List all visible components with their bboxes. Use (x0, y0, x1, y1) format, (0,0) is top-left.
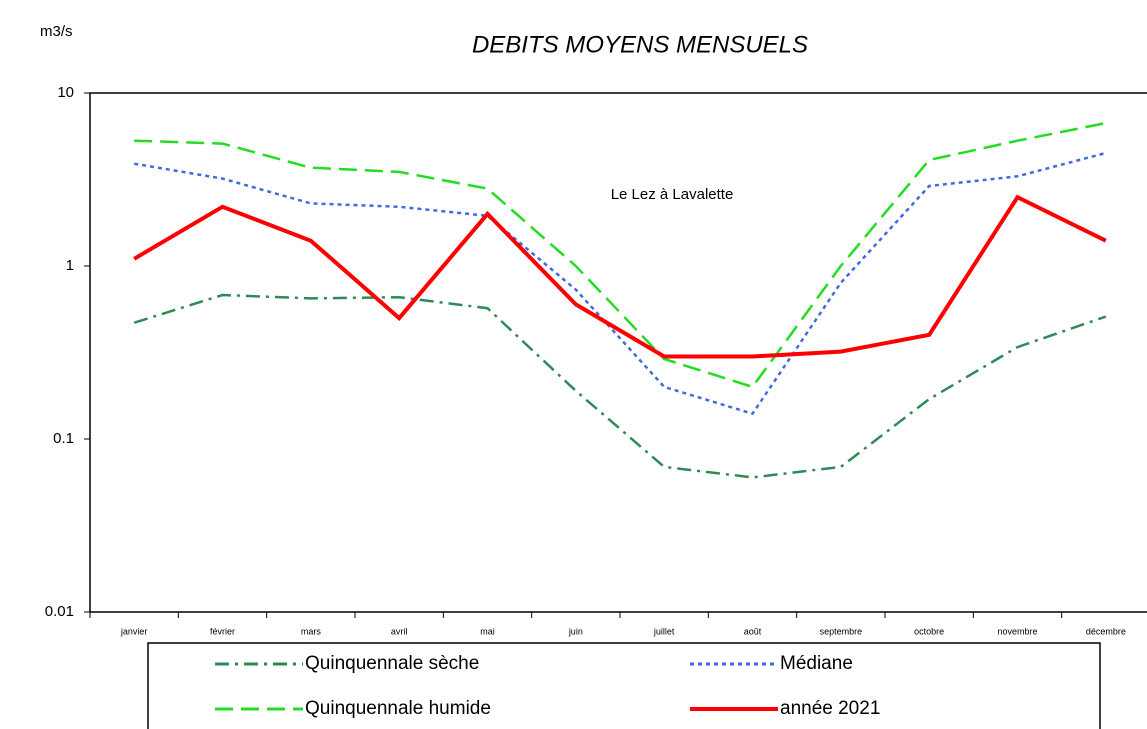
y-tick-label: 0.1 (53, 430, 74, 447)
legend-label: Médiane (780, 653, 853, 674)
y-axis-label: m3/s (40, 23, 73, 40)
x-tick-label: juin (568, 626, 583, 636)
annotation: Le Lez à Lavalette (611, 186, 734, 203)
series-line (133, 151, 1107, 416)
x-tick-label: février (210, 626, 235, 636)
x-tick-label: mai (480, 626, 495, 636)
legend-label: année 2021 (780, 698, 880, 719)
x-tick-label: septembre (820, 626, 863, 636)
x-tick-label: août (744, 626, 762, 636)
x-tick-label: juillet (653, 626, 675, 636)
y-tick-label: 0.01 (45, 603, 74, 620)
x-tick-label: mars (301, 626, 321, 636)
x-tick-label: janvier (120, 626, 148, 636)
y-tick-label: 10 (57, 84, 74, 101)
y-tick-label: 1 (66, 257, 74, 274)
x-tick-label: avril (391, 626, 408, 636)
legend-label: Quinquennale sèche (305, 653, 479, 674)
legend-box (147, 642, 1101, 729)
x-tick-label: octobre (914, 626, 944, 636)
chart-title: DEBITS MOYENS MENSUELS (472, 31, 808, 58)
series-line (133, 293, 1107, 479)
legend-label: Quinquennale humide (305, 698, 491, 719)
x-tick-label: novembre (997, 626, 1037, 636)
plot-frame (89, 92, 1147, 613)
x-tick-label: décembre (1086, 626, 1126, 636)
series-line (134, 121, 1107, 389)
series-line (133, 194, 1107, 359)
